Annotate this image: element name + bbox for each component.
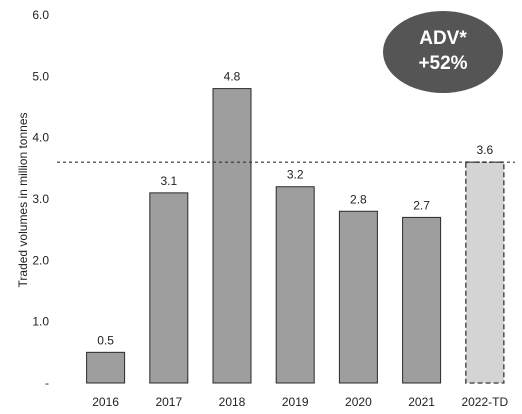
x-tick-label: 2019 bbox=[282, 395, 309, 409]
x-axis-ticks: 2016 2017 2018 2019 2020 2021 2022-TD bbox=[92, 395, 508, 409]
x-tick-label: 2017 bbox=[155, 395, 182, 409]
bar bbox=[86, 351, 126, 384]
data-label: 3.1 bbox=[160, 174, 177, 188]
x-tick-label: 2016 bbox=[92, 395, 119, 409]
data-label: 3.6 bbox=[476, 143, 493, 157]
data-label: 3.2 bbox=[287, 168, 304, 182]
badge-line1: ADV* bbox=[419, 28, 467, 49]
y-axis-label: Traded volumes in million tonnes bbox=[16, 113, 30, 288]
badge-ellipse bbox=[383, 11, 503, 93]
y-tick-label: 4.0 bbox=[32, 131, 49, 145]
y-axis-ticks: - 1.0 2.0 3.0 4.0 5.0 6.0 bbox=[32, 8, 49, 390]
badge-line2: +52% bbox=[418, 53, 467, 74]
y-tick-label: 5.0 bbox=[32, 69, 49, 83]
bar-highlight bbox=[464, 161, 505, 384]
data-label: 0.5 bbox=[97, 333, 114, 347]
x-tick-label: 2020 bbox=[345, 395, 372, 409]
data-label: 4.8 bbox=[224, 70, 241, 84]
data-label: 2.8 bbox=[350, 192, 367, 206]
x-tick-label: 2021 bbox=[408, 395, 435, 409]
y-tick-label: 3.0 bbox=[32, 192, 49, 206]
bar bbox=[275, 186, 315, 384]
bar bbox=[338, 210, 378, 384]
y-tick-label: - bbox=[45, 376, 49, 390]
bar bbox=[212, 88, 252, 384]
bars bbox=[86, 88, 505, 384]
adv-badge: ADV* +52% bbox=[383, 11, 503, 93]
bar bbox=[402, 216, 442, 384]
bar bbox=[149, 192, 189, 384]
x-tick-label: 2022-TD bbox=[461, 395, 508, 409]
data-label: 2.7 bbox=[413, 198, 430, 212]
y-tick-label: 1.0 bbox=[32, 315, 49, 329]
x-tick-label: 2018 bbox=[219, 395, 246, 409]
y-tick-label: 6.0 bbox=[32, 8, 49, 22]
data-labels: 0.5 3.1 4.8 3.2 2.8 2.7 3.6 bbox=[97, 70, 493, 348]
y-tick-label: 2.0 bbox=[32, 253, 49, 267]
